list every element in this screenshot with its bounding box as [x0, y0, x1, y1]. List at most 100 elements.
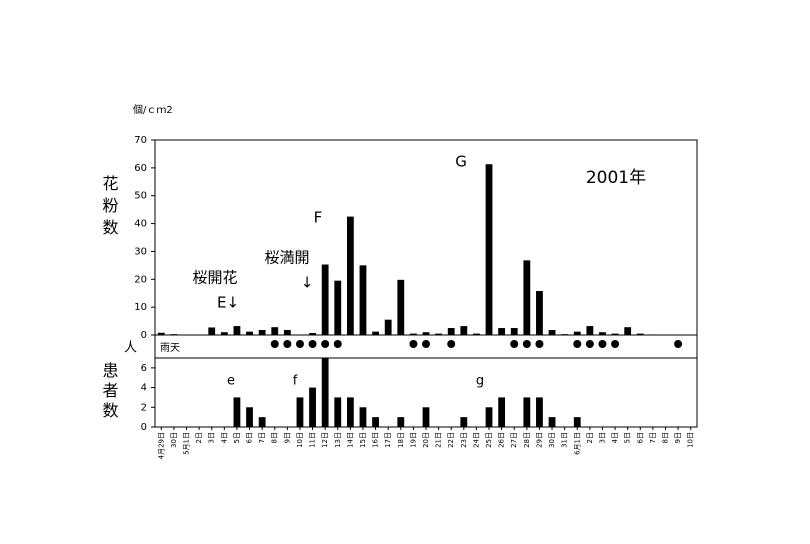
y-tick-label: 30 — [134, 246, 147, 257]
y-tick-label: 0 — [141, 422, 147, 433]
bar — [233, 326, 241, 335]
x-tick-label: 10日 — [296, 432, 304, 448]
annotation: G — [455, 153, 467, 171]
annotation: 桜満開 — [264, 249, 309, 267]
bar — [498, 397, 506, 427]
x-tick-label: 7日 — [258, 432, 266, 443]
rain-dot — [674, 340, 683, 348]
bar — [346, 397, 354, 427]
bar — [636, 333, 644, 335]
bar — [397, 279, 405, 335]
x-tick-label: 6日 — [636, 432, 644, 443]
bar — [208, 327, 216, 335]
y-tick-label: 6 — [141, 363, 147, 374]
x-tick-label: 26日 — [498, 432, 506, 448]
x-tick-label: 18日 — [397, 432, 405, 448]
annotation: E↓ — [217, 294, 239, 312]
bar — [170, 334, 178, 335]
rain-dot — [611, 340, 620, 348]
x-tick-label: 11日 — [309, 432, 317, 448]
x-tick-label: 6日 — [246, 432, 254, 443]
y-tick-label: 4 — [141, 383, 147, 394]
x-tick-label: 22日 — [447, 432, 455, 448]
x-tick-label: 17日 — [384, 432, 392, 448]
annotation: F — [314, 209, 323, 227]
y-tick-label: 50 — [134, 191, 147, 202]
y-tick-label: 60 — [134, 163, 147, 174]
bar — [283, 329, 291, 335]
bar — [611, 333, 619, 335]
x-tick-label: 6月1日 — [573, 432, 581, 455]
x-tick-label: 25日 — [485, 432, 493, 448]
bar — [473, 333, 480, 335]
x-tick-label: 30日 — [170, 432, 178, 448]
bar — [359, 265, 367, 335]
x-tick-label: 7日 — [649, 432, 657, 443]
bar — [346, 216, 354, 335]
annotation: f — [293, 374, 298, 389]
x-tick-label: 8日 — [661, 432, 669, 443]
x-tick-label: 5日 — [233, 432, 241, 443]
bar — [246, 407, 253, 427]
x-tick-label: 3日 — [598, 432, 606, 443]
y-label-lower: 患者数 — [100, 362, 119, 422]
y-tick-label: 70 — [134, 135, 147, 146]
y-tick-label: 0 — [141, 330, 147, 341]
bar — [157, 332, 165, 335]
rain-dot — [295, 340, 304, 348]
bar — [485, 164, 493, 335]
bar — [523, 397, 531, 427]
x-tick-label: 9日 — [674, 432, 682, 443]
annotation: g — [476, 374, 484, 389]
bar — [460, 417, 468, 427]
x-tick-label: 3日 — [208, 432, 216, 443]
rain-dot — [409, 340, 418, 348]
bar — [435, 333, 443, 335]
rain-dot — [422, 340, 430, 348]
bar — [321, 358, 329, 427]
x-tick-label: 14日 — [346, 432, 354, 448]
x-tick-label: 8日 — [271, 432, 279, 443]
rain-dot — [522, 340, 531, 348]
rain-dot — [585, 340, 594, 348]
bar — [485, 407, 493, 427]
rain-dot — [535, 340, 544, 348]
rain-dot — [321, 340, 330, 348]
x-tick-label: 4月29日 — [157, 432, 165, 459]
bar — [510, 328, 518, 335]
x-tick-label: 27日 — [510, 432, 518, 448]
bar — [548, 329, 556, 335]
x-tick-label: 24日 — [472, 432, 480, 448]
rain-dot — [333, 340, 342, 348]
bar — [397, 417, 405, 427]
bar — [649, 334, 657, 335]
bar — [422, 407, 430, 427]
y-tick-label: 20 — [134, 274, 147, 285]
x-tick-label: 12日 — [321, 432, 329, 448]
rain-label: 雨天 — [160, 343, 180, 354]
y-tick-label: 40 — [134, 219, 147, 230]
bar — [372, 417, 379, 427]
bar — [599, 332, 606, 335]
y-tick-label: 2 — [141, 402, 147, 413]
unit-label: 個/ｃｍ2 — [133, 103, 173, 116]
y-tick-label: 10 — [134, 302, 147, 313]
bar — [460, 326, 468, 335]
x-tick-label: 13日 — [334, 432, 342, 448]
x-tick-label: 10日 — [687, 432, 695, 448]
bar — [296, 397, 304, 427]
bar — [498, 328, 506, 335]
rain-dot — [598, 340, 607, 348]
bar — [523, 260, 531, 335]
rain-dot — [573, 340, 582, 348]
x-tick-label: 16日 — [372, 432, 380, 448]
bar — [384, 319, 392, 335]
bar — [586, 326, 594, 335]
x-tick-label: 29日 — [535, 432, 543, 448]
bar — [321, 264, 329, 335]
x-tick-label: 5月1日 — [183, 432, 191, 455]
bar — [372, 331, 379, 335]
x-tick-label: 28日 — [523, 432, 531, 448]
x-tick-label: 15日 — [359, 432, 367, 448]
